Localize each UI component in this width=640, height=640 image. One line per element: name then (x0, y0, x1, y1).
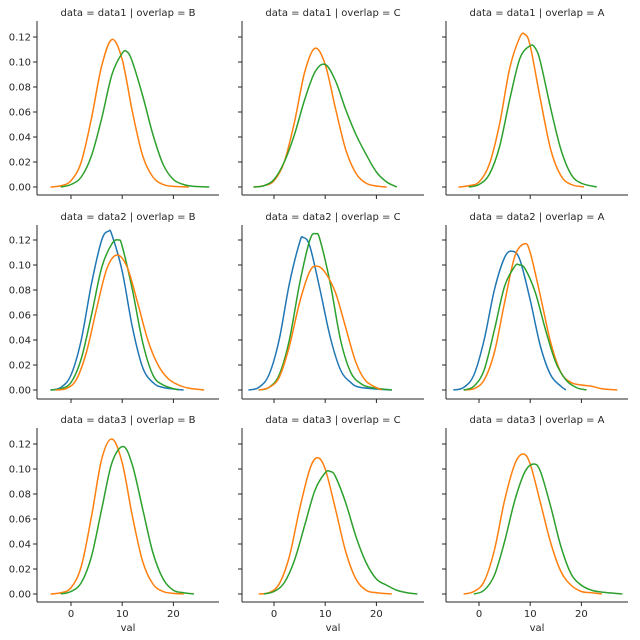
facet-panel: data = data1 | overlap = A (442, 8, 628, 199)
y-tick-label: 0.06 (9, 311, 31, 322)
panel-title: data = data1 | overlap = A (469, 8, 604, 19)
panel-title: data = data1 | overlap = B (60, 8, 195, 19)
facet-panel: data = data3 | overlap = A 0 10 20 val (442, 415, 628, 634)
y-tick-label: 0.00 (9, 590, 31, 601)
y-tick-label: 0.12 (9, 236, 31, 247)
x-tick-label: 10 (524, 609, 537, 620)
kde-curve-green (50, 239, 179, 391)
y-tick-label: 0.02 (9, 565, 31, 576)
x-tick-label: 20 (370, 609, 383, 620)
facet-panel: data = data1 | overlap = C (238, 8, 424, 199)
y-tick-label: 0.08 (9, 286, 31, 297)
panel-title: data = data3 | overlap = C (265, 415, 400, 426)
panel-title: data = data2 | overlap = B (60, 212, 195, 223)
x-tick-label: 0 (271, 609, 277, 620)
y-tick-label: 0.04 (9, 336, 31, 347)
y-tick-label: 0.06 (9, 515, 31, 526)
kde-curve-green (263, 469, 418, 595)
kde-curve-blue (50, 229, 184, 391)
y-tick-label: 0.02 (9, 158, 31, 169)
y-tick-label: 0.06 (9, 108, 31, 119)
panel-title: data = data2 | overlap = A (469, 212, 604, 223)
kde-curve-orange (258, 457, 392, 595)
kde-curve-blue (248, 236, 392, 391)
kde-curve-orange (50, 438, 184, 595)
x-axis-label: val (530, 623, 545, 634)
kde-curve-green (60, 445, 194, 595)
kde-curve-green (468, 44, 597, 188)
kde-curve-blue (453, 250, 567, 391)
y-tick-label: 0.10 (9, 465, 31, 476)
panel-title: data = data3 | overlap = B (60, 415, 195, 426)
facet-panel: data = data2 | overlap = B 0.00 0.02 0.04 0.… (9, 212, 219, 403)
y-tick-label: 0.12 (9, 33, 31, 44)
kde-curve-orange (253, 47, 387, 188)
facet-panel: data = data2 | overlap = A (442, 212, 628, 403)
y-tick-label: 0.00 (9, 386, 31, 397)
facet-panel: data = data3 | overlap = B 0.00 0.02 0.04 0.… (9, 415, 219, 634)
kde-curve-orange (463, 242, 618, 391)
x-axis-label: val (326, 623, 341, 634)
x-tick-label: 20 (167, 609, 180, 620)
facet-panel: data = data3 | overlap = C 0 10 20 val (238, 415, 424, 634)
y-tick-label: 0.10 (9, 58, 31, 69)
y-tick-label: 0.02 (9, 361, 31, 372)
panel-title: data = data3 | overlap = A (469, 415, 604, 426)
kde-curve-orange (458, 32, 585, 188)
y-tick-label: 0.08 (9, 490, 31, 501)
y-tick-label: 0.04 (9, 540, 31, 551)
panel-title: data = data2 | overlap = C (265, 212, 400, 223)
kde-curve-green (473, 463, 623, 595)
x-tick-label: 20 (575, 609, 588, 620)
kde-curve-orange (463, 453, 602, 595)
y-tick-label: 0.12 (9, 440, 31, 451)
panel-title: data = data1 | overlap = C (265, 8, 400, 19)
y-tick-label: 0.10 (9, 261, 31, 272)
x-tick-label: 0 (68, 609, 74, 620)
facet-panel: data = data2 | overlap = C (238, 212, 424, 403)
x-tick-label: 0 (476, 609, 482, 620)
kde-curve-orange (55, 254, 205, 391)
kde-curve-green (463, 263, 587, 391)
y-tick-label: 0.00 (9, 183, 31, 194)
x-tick-label: 10 (319, 609, 332, 620)
y-tick-label: 0.08 (9, 83, 31, 94)
facet-panel: data = data1 | overlap = B 0.00 0.02 0.04 0.… (9, 8, 219, 199)
x-axis-label: val (121, 623, 136, 634)
kde-curve-orange (258, 265, 382, 391)
y-tick-label: 0.04 (9, 133, 31, 144)
kde-curve-green (253, 63, 398, 188)
x-tick-label: 10 (116, 609, 129, 620)
kde-curve-orange (50, 38, 189, 188)
kde-curve-green (258, 232, 392, 391)
kde-curve-green (60, 49, 210, 188)
